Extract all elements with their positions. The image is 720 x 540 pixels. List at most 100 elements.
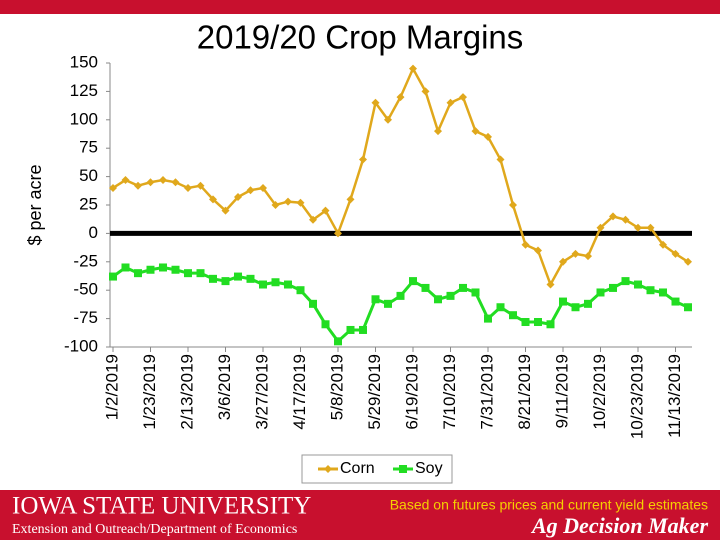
y-tick-label: 100: [70, 109, 98, 128]
point: [296, 286, 305, 295]
point: [259, 280, 267, 289]
point: [396, 291, 405, 300]
point: [584, 299, 592, 308]
x-tick-label: 7/31/2019: [477, 354, 496, 430]
point: [271, 201, 280, 209]
point: [596, 288, 605, 297]
point: [459, 93, 467, 102]
point: [584, 252, 592, 261]
department: Extension and Outreach/Department of Eco…: [12, 522, 297, 537]
point: [309, 299, 317, 308]
x-tick-label: 3/27/2019: [252, 354, 271, 430]
point: [234, 193, 242, 202]
point: [146, 265, 155, 274]
point: [359, 155, 367, 164]
point: [284, 280, 292, 289]
point: [609, 283, 617, 292]
point: [171, 265, 180, 274]
x-tick-label: 10/23/2019: [627, 354, 646, 439]
chart-title: 2019/20 Crop Margins: [197, 19, 524, 56]
point: [421, 87, 430, 96]
note: Based on futures prices and current yiel…: [390, 497, 708, 513]
point: [434, 295, 442, 304]
point: [446, 98, 455, 107]
point: [159, 176, 167, 185]
point: [334, 337, 342, 346]
x-tick-label: 9/11/2019: [552, 354, 571, 428]
point: [659, 240, 667, 249]
point: [484, 314, 492, 323]
x-tick-label: 8/21/2019: [515, 354, 534, 430]
legend-marker: [324, 465, 332, 473]
point: [571, 303, 580, 312]
point: [509, 201, 517, 209]
x-tick-label: 10/2/2019: [590, 354, 609, 430]
point: [109, 272, 117, 281]
legend-label: Soy: [415, 460, 443, 477]
x-tick-label: 5/29/2019: [365, 354, 384, 430]
point: [271, 278, 280, 287]
point: [571, 249, 580, 258]
university: IOWA STATE UNIVERSITY: [12, 493, 311, 520]
x-tick-label: 5/8/2019: [327, 354, 346, 420]
point: [221, 277, 230, 286]
point: [134, 269, 142, 278]
brand: Ag Decision Maker: [530, 513, 708, 538]
y-tick-label: -25: [73, 251, 98, 270]
point: [496, 155, 505, 164]
x-tick-label: 7/10/2019: [440, 354, 459, 430]
series-line: [112, 265, 689, 344]
x-tick-label: 11/13/2019: [665, 354, 684, 438]
point: [684, 303, 692, 312]
point: [371, 98, 380, 107]
point: [446, 291, 455, 300]
y-tick-label: 75: [79, 138, 98, 157]
point: [621, 215, 630, 224]
x-tick-label: 6/19/2019: [402, 354, 421, 430]
point: [159, 263, 167, 272]
x-tick-label: 2/13/2019: [177, 354, 196, 430]
point: [209, 195, 217, 204]
point: [409, 64, 417, 73]
y-tick-label: -50: [73, 280, 98, 299]
point: [246, 186, 255, 195]
point: [521, 318, 530, 327]
x-tick-label: 4/17/2019: [290, 354, 309, 430]
point: [346, 195, 355, 204]
point: [296, 198, 305, 207]
y-tick-label: 150: [70, 52, 98, 71]
point: [284, 197, 292, 206]
y-tick-label: 0: [89, 223, 98, 242]
point: [521, 240, 530, 249]
point: [546, 320, 555, 329]
point: [646, 286, 655, 295]
point: [321, 206, 330, 215]
point: [184, 183, 192, 192]
point: [609, 212, 617, 221]
point: [559, 257, 567, 266]
x-tick-label: 1/2/2019: [102, 354, 121, 420]
point: [234, 272, 242, 281]
point: [534, 246, 542, 255]
y-tick-label: -100: [64, 336, 98, 355]
point: [621, 277, 630, 286]
point: [109, 183, 117, 192]
y-tick-label: 125: [70, 81, 98, 100]
point: [421, 283, 430, 292]
point: [121, 176, 130, 185]
point: [684, 257, 692, 266]
point: [246, 274, 255, 283]
point: [459, 283, 467, 292]
point: [559, 297, 567, 306]
top-band: [0, 0, 720, 14]
point: [371, 295, 380, 304]
title-bg: [150, 14, 570, 58]
x-tick-label: 3/6/2019: [215, 354, 234, 420]
point: [671, 297, 680, 306]
point: [634, 223, 642, 232]
point: [184, 269, 192, 278]
point: [659, 288, 667, 297]
point: [634, 280, 642, 289]
point: [221, 206, 230, 215]
